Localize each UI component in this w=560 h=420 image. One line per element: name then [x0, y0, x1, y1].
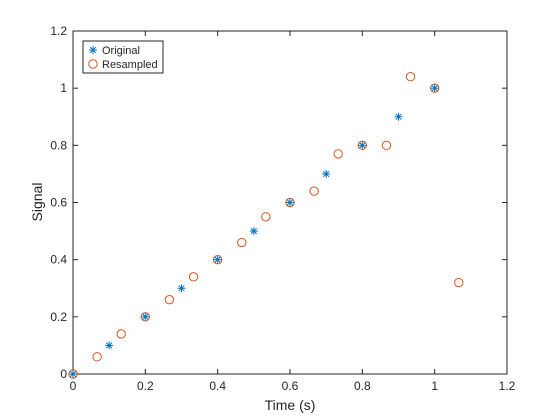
x-tick-label: 0.6	[282, 379, 299, 393]
resampled-point	[188, 272, 199, 282]
resampled-point	[116, 329, 126, 339]
x-tick-label: 1.2	[499, 379, 516, 393]
y-tick-label: 0.2	[50, 310, 67, 324]
resampled-point	[333, 149, 343, 159]
resampled-point	[164, 294, 175, 305]
legend-box	[82, 40, 164, 74]
resampled-point	[381, 140, 392, 151]
y-axis-label: Signal	[29, 183, 45, 222]
y-tick-label: 0.8	[50, 138, 67, 152]
legend-entry-label: Resampled	[102, 59, 158, 71]
original-point	[177, 284, 186, 293]
y-tick-label: 0.4	[50, 253, 67, 267]
legend-original-marker	[89, 46, 97, 54]
original-point	[358, 141, 367, 150]
original-point	[69, 370, 77, 378]
x-tick-label: 0.4	[209, 379, 226, 393]
x-tick-label: 0.2	[137, 379, 154, 393]
resampled-point	[92, 352, 102, 362]
legend: Original Resampled	[82, 40, 164, 74]
original-point	[430, 84, 439, 93]
original-point	[213, 255, 222, 264]
x-axis-label: Time (s)	[265, 397, 316, 413]
y-tick-label: 1	[60, 81, 67, 95]
y-axis-ticks: 0 0.2 0.4 0.6 0.8 1 1.2	[50, 24, 507, 381]
resampled-point	[140, 312, 151, 322]
resampled-point	[357, 140, 368, 151]
plot-area	[68, 72, 464, 379]
y-tick-label: 0	[60, 367, 67, 381]
original-point	[249, 227, 258, 236]
x-axis-ticks: 0 0.2 0.4 0.6 0.8 1 1.2	[70, 31, 516, 393]
resampled-point	[405, 72, 416, 82]
resampled-point	[285, 197, 295, 208]
original-point	[322, 169, 331, 178]
x-tick-label: 0	[70, 379, 77, 393]
resampled-point	[309, 186, 319, 196]
original-point	[394, 112, 403, 121]
resampled-point	[429, 83, 440, 93]
legend-resampled-marker	[88, 59, 98, 69]
resampled-point	[212, 254, 223, 265]
original-point	[105, 341, 114, 350]
y-tick-label: 1.2	[50, 24, 67, 38]
y-tick-label: 0.6	[50, 196, 67, 210]
original-point	[286, 198, 294, 207]
resampled-point	[237, 237, 247, 248]
resampled-point	[454, 277, 464, 288]
original-point	[141, 312, 150, 321]
x-tick-label: 1	[431, 379, 438, 393]
resampled-point	[261, 212, 271, 222]
legend-entry-label: Original	[102, 45, 140, 57]
resampled-point	[68, 369, 78, 379]
x-tick-label: 0.8	[354, 379, 371, 393]
